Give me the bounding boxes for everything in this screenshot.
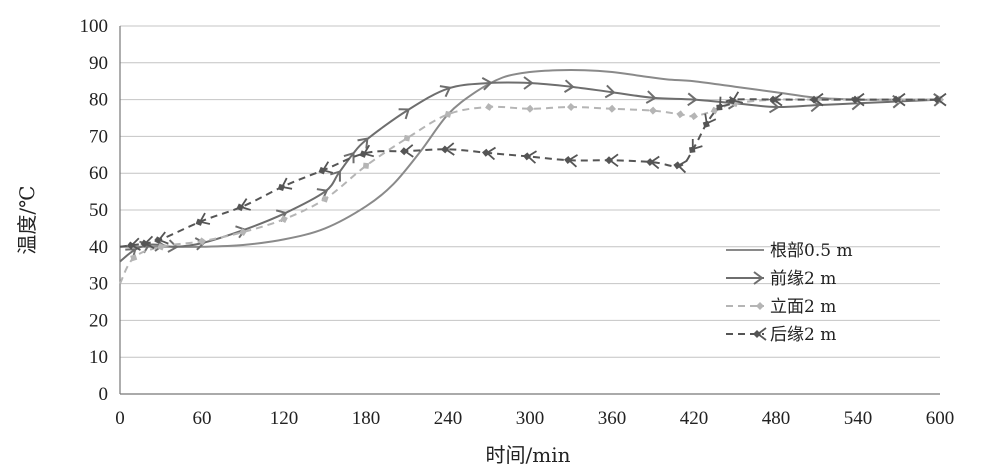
x-tick-label: 120 xyxy=(270,408,299,429)
y-tick-label: 70 xyxy=(89,126,108,147)
x-tick-label: 300 xyxy=(516,408,545,429)
x-tick-label: 60 xyxy=(193,408,212,429)
legend-item-2: 立面2 m xyxy=(726,297,836,317)
data-point-1 xyxy=(481,76,493,91)
y-tick-label: 60 xyxy=(89,163,108,184)
data-point-3 xyxy=(769,92,783,107)
y-tick-label: 50 xyxy=(89,200,108,221)
data-point-2 xyxy=(157,243,165,251)
x-tick-label: 540 xyxy=(844,408,873,429)
data-point-2 xyxy=(198,237,206,246)
data-point-2 xyxy=(710,106,719,115)
data-point-2 xyxy=(690,112,698,121)
legend: 根部0.5 m 前缘2 m 立面2 m 后缘2 m xyxy=(726,241,853,345)
series-line-3 xyxy=(119,98,940,248)
data-point-3 xyxy=(728,91,744,105)
data-point-2 xyxy=(130,254,138,262)
data-point-2 xyxy=(362,162,370,169)
legend-label: 前缘2 m xyxy=(770,269,836,289)
y-axis-title: 温度/℃ xyxy=(15,185,39,254)
data-point-2 xyxy=(649,106,657,115)
legend-marker-3 xyxy=(753,327,767,341)
legend-label: 后缘2 m xyxy=(770,325,836,345)
data-point-3 xyxy=(400,144,414,158)
data-point-3 xyxy=(277,177,293,192)
legend-item-3: 后缘2 m xyxy=(726,325,836,345)
y-tick-label: 40 xyxy=(89,237,108,258)
y-tick-label: 90 xyxy=(89,53,108,74)
y-tick-label: 100 xyxy=(80,16,109,37)
data-point-3 xyxy=(646,155,660,170)
data-point-1 xyxy=(357,137,369,149)
x-tick-label: 360 xyxy=(598,408,627,429)
tick-labels: 0 10 20 30 40 50 60 70 80 90 100 0 60 120 180 240 300 360… xyxy=(80,16,955,429)
x-axis-title: 时间/min xyxy=(486,443,571,467)
x-tick-label: 420 xyxy=(680,408,709,429)
data-point-3 xyxy=(441,142,455,156)
x-tick-label: 480 xyxy=(762,408,791,429)
data-point-3 xyxy=(564,154,578,168)
y-tick-label: 10 xyxy=(89,347,108,368)
data-point-1 xyxy=(604,84,616,99)
legend-marker-2 xyxy=(756,302,764,310)
data-point-3 xyxy=(482,146,496,161)
legend-item-1: 前缘2 m xyxy=(726,269,836,289)
series-line-0 xyxy=(119,68,940,248)
legend-item-0: 根部0.5 m xyxy=(726,241,853,261)
data-point-3 xyxy=(702,113,717,128)
y-tick-label: 0 xyxy=(99,384,109,405)
x-tick-label: 180 xyxy=(352,408,381,429)
data-point-3 xyxy=(236,198,251,212)
y-tick-label: 20 xyxy=(89,310,108,331)
data-point-1 xyxy=(563,79,575,93)
legend-marker-1 xyxy=(753,271,764,285)
x-tick-label: 0 xyxy=(115,408,125,429)
data-point-3 xyxy=(359,144,375,158)
data-point-3 xyxy=(851,92,865,107)
data-point-3 xyxy=(605,153,619,168)
data-point-2 xyxy=(676,110,685,119)
data-point-2 xyxy=(403,134,411,142)
data-point-3 xyxy=(892,92,906,107)
data-point-3 xyxy=(810,92,824,107)
data-point-3 xyxy=(126,237,141,251)
data-point-1 xyxy=(167,239,179,253)
data-point-1 xyxy=(687,92,698,107)
legend-label: 立面2 m xyxy=(770,297,836,317)
x-tick-label: 600 xyxy=(926,408,955,429)
data-point-1 xyxy=(398,108,410,120)
data-point-3 xyxy=(933,92,947,107)
data-point-1 xyxy=(343,151,355,164)
y-tick-label: 30 xyxy=(89,274,108,295)
data-point-3 xyxy=(523,150,537,164)
data-point-1 xyxy=(645,90,657,104)
data-point-2 xyxy=(485,103,493,111)
data-point-2 xyxy=(239,228,247,237)
grid xyxy=(120,25,940,358)
data-point-2 xyxy=(608,104,616,113)
data-point-1 xyxy=(523,76,534,90)
data-point-3 xyxy=(716,96,730,111)
legend-label: 根部0.5 m xyxy=(770,241,853,261)
data-point-3 xyxy=(140,235,155,250)
axes xyxy=(119,26,940,395)
data-point-3 xyxy=(154,231,169,245)
y-tick-label: 80 xyxy=(89,90,108,111)
data-point-3 xyxy=(673,159,688,174)
data-point-2 xyxy=(321,195,329,203)
data-point-3 xyxy=(689,139,703,154)
x-tick-label: 240 xyxy=(434,408,463,429)
data-point-2 xyxy=(567,103,575,111)
data-point-2 xyxy=(444,110,452,118)
data-point-1 xyxy=(439,85,452,98)
data-point-2 xyxy=(280,215,288,224)
data-point-3 xyxy=(195,212,211,226)
data-point-3 xyxy=(318,161,334,175)
data-point-1 xyxy=(235,225,247,239)
data-point-2 xyxy=(526,104,534,113)
series-group xyxy=(119,68,947,285)
data-point-1 xyxy=(330,170,341,182)
